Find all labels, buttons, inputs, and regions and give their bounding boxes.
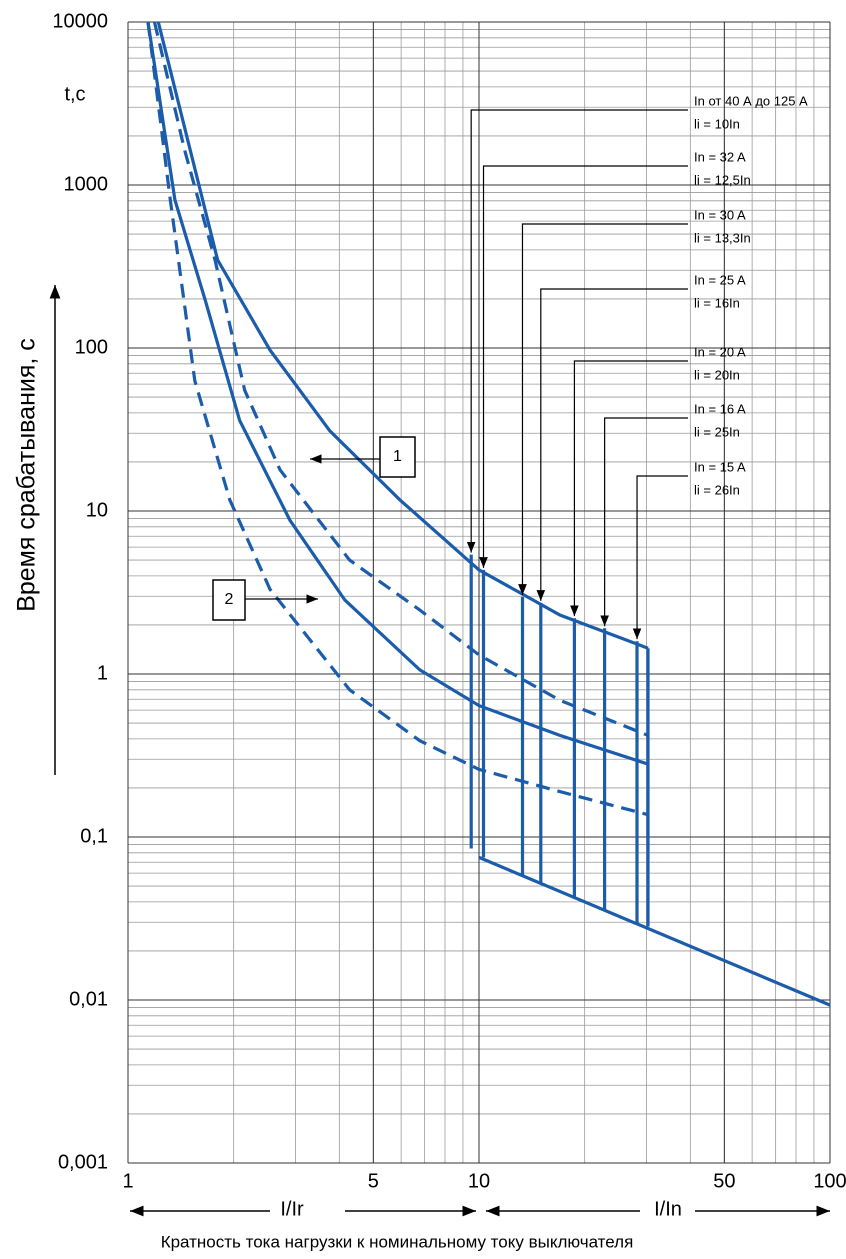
annotation: In = 30 A [694, 207, 746, 222]
caption: Кратность тока нагрузки к номинальному т… [161, 1232, 634, 1251]
y-tick-label: 100 [75, 336, 108, 358]
annotation: li = 26In [694, 482, 740, 497]
curve [478, 855, 831, 1007]
annotation: li = 12,5In [694, 172, 751, 187]
annotation: In = 20 A [694, 344, 746, 359]
y-unit: t,c [64, 83, 85, 105]
leader [536, 288, 688, 601]
x-tick-label: 10 [468, 1170, 490, 1192]
curve [156, 21, 649, 650]
annotation: In от 40 А до 125 А [694, 93, 808, 108]
leader [466, 109, 688, 553]
annotation: In = 16 A [694, 401, 746, 416]
annotation: In = 32 A [694, 149, 746, 164]
leader [632, 475, 688, 640]
y-tick-label: 0,01 [69, 988, 108, 1010]
callout-label: 1 [393, 448, 402, 465]
x-tick-label: 50 [713, 1170, 735, 1192]
x-tick-label: 100 [813, 1170, 846, 1192]
y-tick-label: 10000 [52, 10, 108, 32]
annotation: li = 20In [694, 367, 740, 382]
curve [146, 21, 649, 817]
callout-box [212, 579, 246, 621]
annotation: li = 16In [694, 295, 740, 310]
annotation: In = 15 A [694, 459, 746, 474]
x-tick-label: 1 [122, 1170, 133, 1192]
annotation: In = 25 A [694, 272, 746, 287]
y-tick-label: 10 [86, 499, 108, 521]
y-axis-title: Время срабатывания, с [13, 338, 41, 612]
y-tick-label: 0,001 [58, 1151, 108, 1173]
curve [152, 21, 649, 737]
callout-label: 2 [225, 591, 234, 608]
annotation: li = 25In [694, 424, 740, 439]
x-axis-label: I/Ir [280, 1198, 304, 1220]
y-tick-label: 0,1 [80, 825, 108, 847]
y-tick-label: 1000 [64, 173, 109, 195]
leader [479, 165, 688, 568]
x-axis-label: I/In [654, 1198, 682, 1220]
annotation: li = 10In [694, 116, 740, 131]
leader [518, 223, 688, 595]
leader [570, 360, 688, 617]
x-tick-label: 5 [368, 1170, 379, 1192]
callout-box [379, 436, 416, 478]
annotation: li = 13,3In [694, 230, 751, 245]
leader [600, 417, 688, 627]
y-tick-label: 1 [97, 662, 108, 684]
curve [146, 21, 649, 766]
